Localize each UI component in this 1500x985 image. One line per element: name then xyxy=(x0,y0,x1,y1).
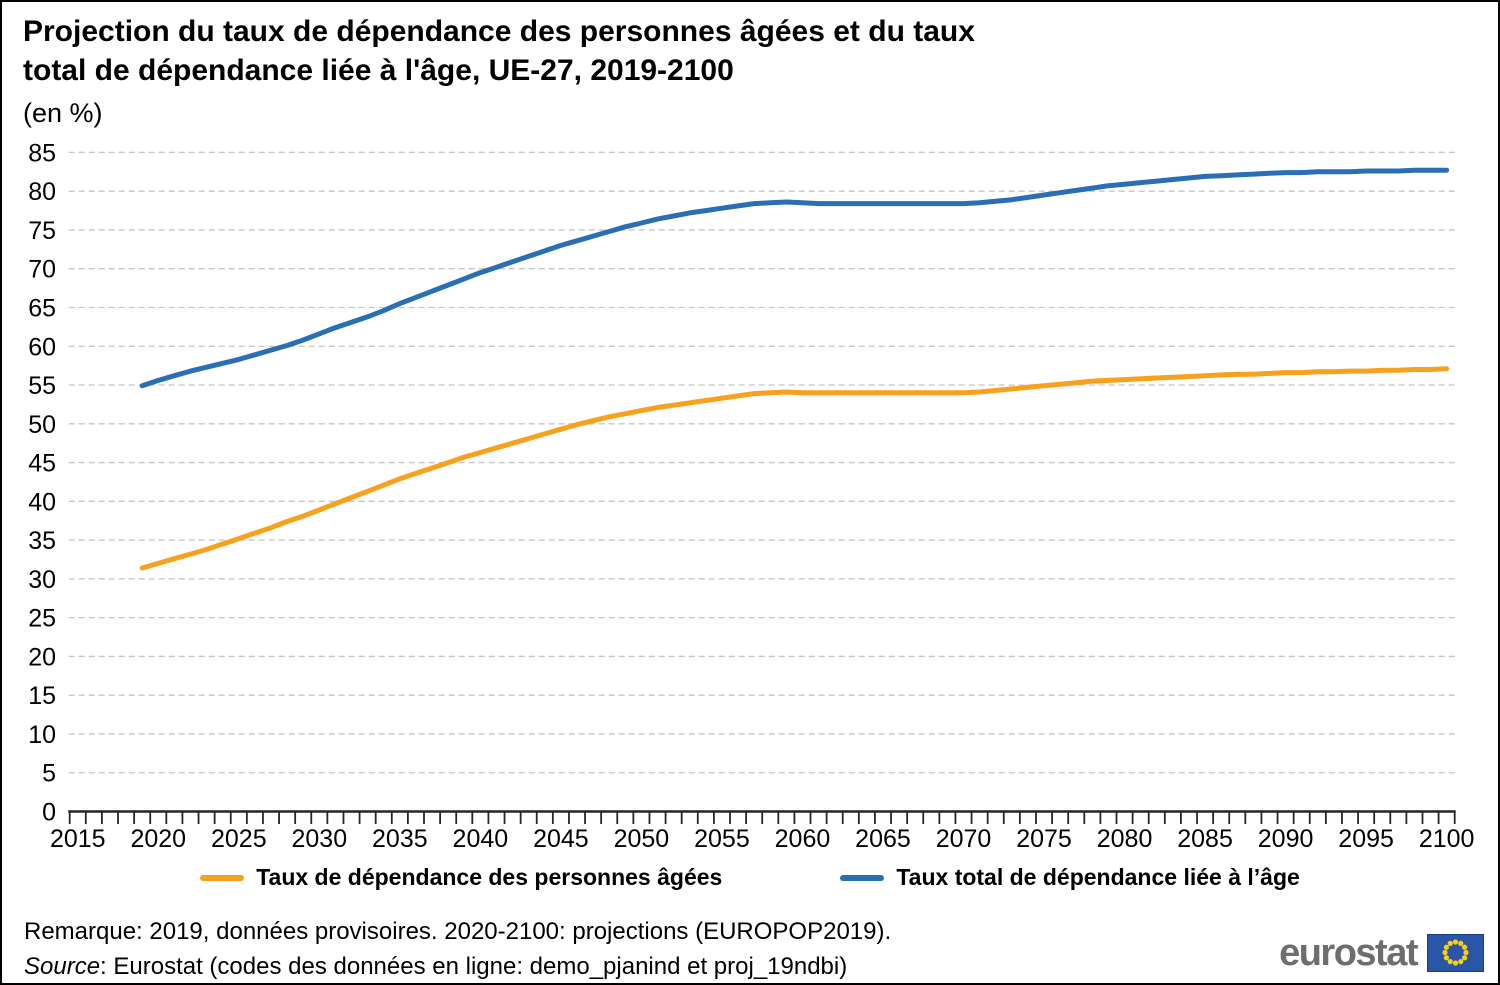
svg-text:55: 55 xyxy=(28,372,56,400)
eurostat-logo-text: eurostat xyxy=(1279,932,1418,974)
svg-text:2075: 2075 xyxy=(1016,825,1072,853)
eu-flag-icon xyxy=(1427,934,1484,972)
svg-text:2045: 2045 xyxy=(533,825,589,853)
blue-line-swatch-icon xyxy=(840,874,885,881)
eurostat-logo: eurostat xyxy=(1279,934,1484,972)
legend-item-total-dependency: Taux total de dépendance liée à l’âge xyxy=(840,864,1300,891)
chart-title: Projection du taux de dépendance des per… xyxy=(23,12,1243,90)
series-line-old-age-dependency xyxy=(139,366,1450,571)
y-axis-labels: 0 5 10 15 20 25 30 35 40 45 50 55 60 65 70 75 80 85 xyxy=(28,139,56,826)
gridlines xyxy=(68,151,1455,774)
svg-text:2015: 2015 xyxy=(50,825,106,853)
svg-text:2095: 2095 xyxy=(1338,825,1394,853)
svg-text:70: 70 xyxy=(28,256,56,284)
svg-text:15: 15 xyxy=(28,682,56,710)
svg-text:50: 50 xyxy=(28,411,56,439)
svg-text:30: 30 xyxy=(28,566,56,594)
svg-text:45: 45 xyxy=(28,450,56,478)
x-axis-ticks xyxy=(68,811,1456,824)
svg-text:2085: 2085 xyxy=(1177,825,1233,853)
svg-text:60: 60 xyxy=(28,333,56,361)
svg-text:35: 35 xyxy=(28,527,56,555)
svg-text:2025: 2025 xyxy=(211,825,267,853)
svg-text:20: 20 xyxy=(28,643,56,671)
svg-text:25: 25 xyxy=(28,605,56,633)
svg-text:2100: 2100 xyxy=(1419,825,1475,853)
remark-note: Remarque: 2019, données provisoires. 202… xyxy=(24,918,892,945)
chart-unit-label: (en %) xyxy=(23,98,103,128)
svg-text:2040: 2040 xyxy=(453,825,509,853)
svg-text:10: 10 xyxy=(28,721,56,749)
legend-label: Taux de dépendance des personnes âgées xyxy=(256,864,723,890)
svg-text:2060: 2060 xyxy=(775,825,831,853)
series-line-total-age-dependency xyxy=(139,167,1450,389)
svg-text:2030: 2030 xyxy=(292,825,348,853)
svg-text:40: 40 xyxy=(28,488,56,516)
source-text: : Eurostat (codes des données en ligne: … xyxy=(100,953,848,980)
legend-item-old-age-dependency: Taux de dépendance des personnes âgées xyxy=(200,864,722,891)
source-label: Source xyxy=(24,953,101,980)
svg-text:2065: 2065 xyxy=(855,825,911,853)
source-note: Source: Eurostat (codes des données en l… xyxy=(24,953,847,981)
svg-text:0: 0 xyxy=(42,799,56,827)
svg-text:2080: 2080 xyxy=(1097,825,1153,853)
x-axis-labels: 2015 2020 2025 2030 2035 2040 2045 2050 2055 2060… xyxy=(50,825,1475,853)
svg-text:2035: 2035 xyxy=(372,825,428,853)
chart-legend: Taux de dépendance des personnes âgées T… xyxy=(2,864,1498,891)
svg-text:75: 75 xyxy=(28,217,56,245)
svg-text:2070: 2070 xyxy=(936,825,992,853)
svg-text:65: 65 xyxy=(28,294,56,322)
chart-title-line2: total de dépendance liée à l'âge, UE-27,… xyxy=(23,54,734,87)
svg-text:2055: 2055 xyxy=(694,825,750,853)
legend-label: Taux total de dépendance liée à l’âge xyxy=(896,864,1300,890)
orange-line-swatch-icon xyxy=(200,874,245,881)
chart-title-line1: Projection du taux de dépendance des per… xyxy=(23,15,975,48)
svg-text:5: 5 xyxy=(42,760,56,788)
svg-text:2020: 2020 xyxy=(130,825,186,853)
svg-text:80: 80 xyxy=(28,178,56,206)
svg-text:2050: 2050 xyxy=(614,825,670,853)
svg-text:85: 85 xyxy=(28,139,56,167)
svg-text:2090: 2090 xyxy=(1258,825,1314,853)
